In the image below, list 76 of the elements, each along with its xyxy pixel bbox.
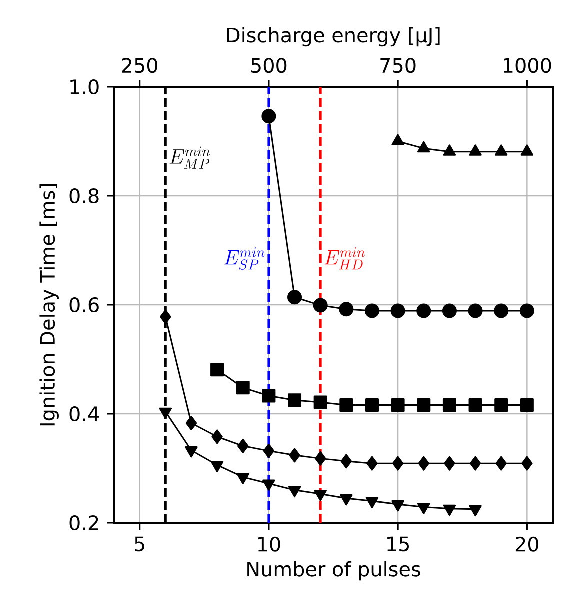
point — [210, 461, 224, 472]
point — [468, 398, 482, 412]
point — [288, 486, 302, 498]
point — [288, 394, 302, 408]
point — [185, 446, 198, 458]
y-tick-label: 0.2 — [70, 515, 98, 531]
x-tick-label: 10 — [258, 536, 280, 552]
y-tick-label: 0.6 — [70, 297, 99, 313]
point — [366, 456, 378, 471]
y-tick-label: 1.0 — [70, 79, 99, 95]
point — [236, 381, 250, 395]
point — [313, 298, 328, 313]
point — [212, 430, 223, 444]
x2-tick-label: 750 — [380, 58, 416, 74]
x2-tick-label: 500 — [251, 58, 287, 74]
point — [210, 363, 224, 377]
x-tick-label: 5 — [135, 536, 144, 552]
point — [390, 304, 406, 318]
ref-line-label: $E_{MP}^{min}$ — [170, 146, 210, 169]
point — [263, 444, 275, 458]
x2-tick-label: 250 — [122, 58, 158, 74]
x-tick-label: 15 — [388, 536, 409, 552]
point — [340, 494, 353, 506]
point — [288, 290, 302, 305]
point — [468, 304, 483, 318]
point — [442, 304, 457, 318]
point — [236, 473, 250, 484]
point — [520, 398, 534, 412]
point — [364, 304, 380, 318]
point — [314, 490, 327, 502]
point — [340, 398, 354, 412]
point — [443, 144, 456, 156]
point — [365, 398, 379, 412]
point — [314, 451, 326, 466]
point — [496, 456, 507, 471]
point — [469, 144, 482, 156]
point — [262, 389, 276, 403]
point — [186, 416, 198, 431]
point — [159, 408, 172, 420]
point — [444, 456, 456, 471]
point — [443, 504, 456, 516]
point — [417, 398, 431, 412]
x2-tick-label: 1000 — [504, 58, 552, 74]
point — [494, 398, 508, 412]
point — [262, 480, 276, 492]
x2-axis-title: Discharge energy [μJ] — [227, 27, 440, 47]
point — [160, 310, 172, 324]
y-tick-label: 0.8 — [70, 188, 99, 204]
point — [418, 456, 430, 471]
point — [237, 438, 249, 454]
point — [416, 304, 432, 318]
x-tick-label: 20 — [516, 536, 539, 552]
point — [392, 134, 404, 146]
point — [366, 497, 379, 508]
point — [340, 454, 352, 469]
point — [314, 396, 328, 410]
point — [494, 144, 508, 156]
point — [418, 141, 430, 153]
point — [520, 144, 534, 156]
point — [470, 456, 482, 471]
point — [522, 456, 533, 471]
point — [418, 503, 430, 514]
point — [392, 456, 404, 471]
point — [289, 448, 300, 463]
point — [494, 304, 509, 318]
x-axis-title: Number of pulses — [248, 561, 420, 581]
y-axis-title: Ignition Delay Time [ms] — [40, 184, 59, 426]
point — [339, 302, 354, 317]
point — [391, 398, 405, 412]
point — [392, 500, 404, 512]
ref-line-label: $E_{SP}^{min}$ — [224, 248, 265, 270]
y-tick-label: 0.4 — [70, 406, 100, 422]
point — [520, 304, 534, 318]
point — [442, 398, 456, 412]
point — [469, 505, 482, 517]
ref-line-label: $E_{HD}^{min}$ — [324, 248, 365, 270]
